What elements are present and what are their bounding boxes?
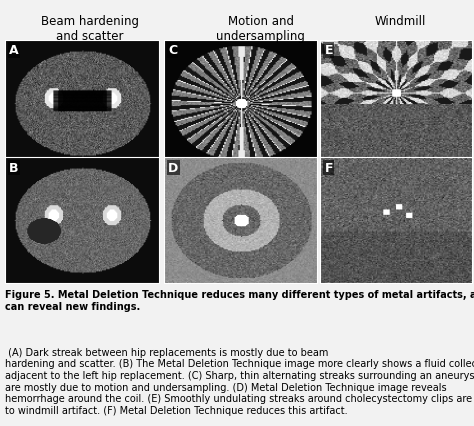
Text: C: C (168, 44, 177, 57)
Text: Windmill: Windmill (375, 15, 426, 28)
Text: Motion and
undersampling: Motion and undersampling (216, 15, 305, 43)
Text: D: D (168, 161, 178, 174)
Text: A: A (9, 44, 19, 57)
Text: E: E (325, 44, 333, 57)
Text: Figure 5. Metal Deletion Technique reduces many different types of metal artifac: Figure 5. Metal Deletion Technique reduc… (5, 290, 474, 311)
Text: F: F (325, 161, 333, 174)
Text: Beam hardening
and scatter: Beam hardening and scatter (41, 15, 139, 43)
Text: B: B (9, 161, 19, 174)
Text: (A) Dark streak between hip replacements is mostly due to beam
hardening and sca: (A) Dark streak between hip replacements… (5, 347, 474, 415)
